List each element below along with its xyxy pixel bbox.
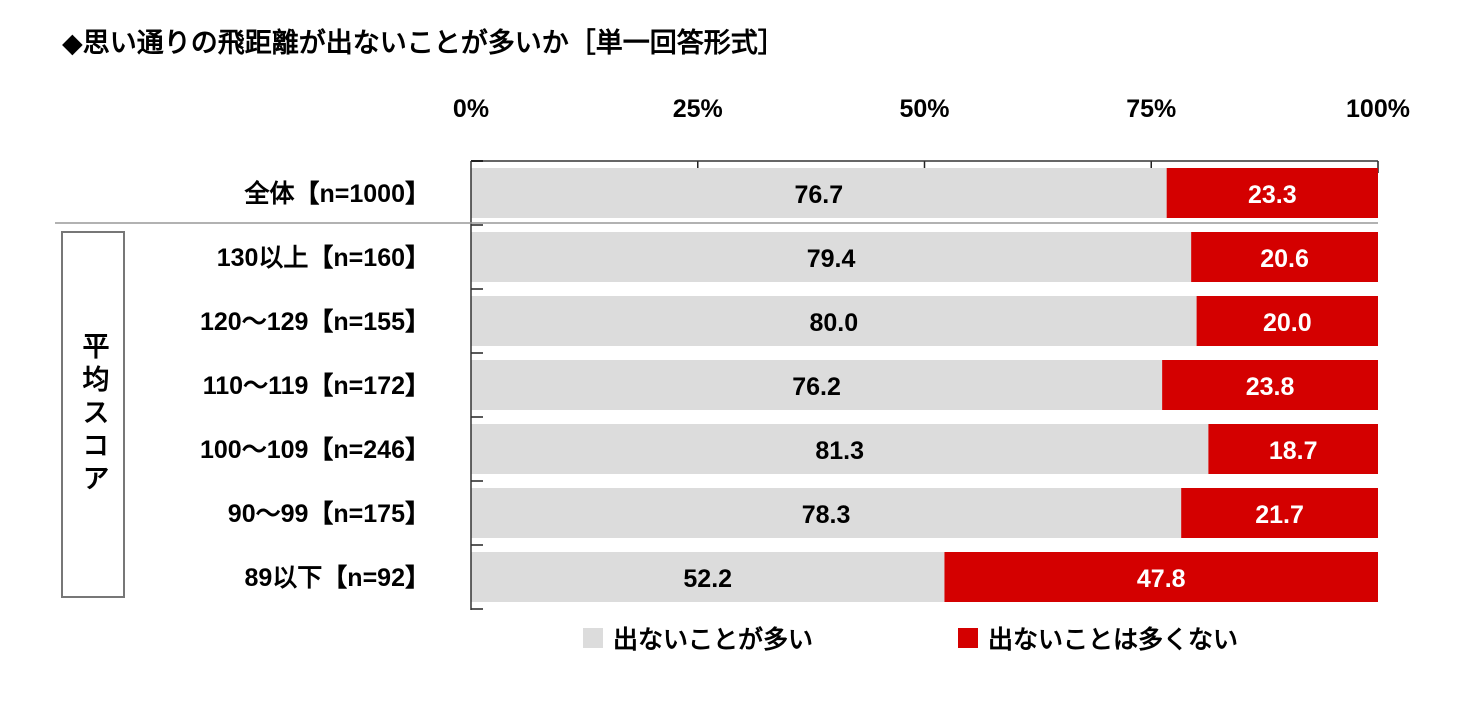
- row-label: 90～99【n=175】: [228, 500, 430, 528]
- data-label: 23.3: [1248, 181, 1297, 209]
- data-label: 18.7: [1269, 437, 1318, 465]
- data-label: 47.8: [1137, 565, 1186, 593]
- bar-segment: [1166, 168, 1378, 218]
- data-label: 21.7: [1255, 501, 1304, 529]
- x-tick-label: 75%: [1126, 95, 1176, 123]
- x-tick-label: 100%: [1346, 95, 1410, 123]
- data-label: 79.4: [807, 245, 856, 273]
- data-label: 80.0: [809, 309, 858, 337]
- legend-swatch: [958, 628, 978, 648]
- chart-title: ◆思い通りの飛距離が出ないことが多いか［単一回答形式］: [62, 27, 785, 58]
- bar-segment: [471, 296, 1197, 346]
- legend-label: 出ないことは多くない: [988, 626, 1238, 654]
- group-label-box: 平均スコア: [62, 232, 124, 597]
- data-label: 78.3: [802, 501, 851, 529]
- data-label: 23.8: [1246, 373, 1295, 401]
- row-label: 120～129【n=155】: [200, 308, 430, 336]
- legend-label: 出ないことが多い: [613, 625, 813, 654]
- bar-segment: [471, 232, 1192, 282]
- data-label: 76.2: [792, 373, 841, 401]
- data-label: 81.3: [815, 437, 864, 465]
- legend-swatch: [583, 628, 603, 648]
- bar-segment: [1196, 296, 1378, 346]
- row-label: 130以上【n=160】: [217, 244, 430, 272]
- bar-segment: [471, 488, 1182, 538]
- bar-segment: [471, 424, 1209, 474]
- data-label: 20.6: [1260, 245, 1309, 273]
- row-label: 110～119【n=172】: [203, 372, 430, 400]
- data-label: 76.7: [794, 181, 843, 209]
- data-label: 52.2: [683, 565, 732, 593]
- bar-segment: [1162, 360, 1378, 410]
- bar-segment: [1208, 424, 1378, 474]
- bar-segment: [1191, 232, 1378, 282]
- group-box: [61, 231, 125, 598]
- bar-segment: [471, 360, 1163, 410]
- row-label: 89以下【n=92】: [245, 564, 431, 592]
- bar-segment: [471, 168, 1167, 218]
- data-label: 20.0: [1263, 309, 1312, 337]
- bar-segment: [471, 552, 945, 602]
- bar-segment: [1181, 488, 1378, 538]
- row-label: 100～109【n=246】: [200, 436, 430, 464]
- bar-segment: [944, 552, 1378, 602]
- x-tick-label: 25%: [673, 95, 723, 123]
- group-label: 平均スコア: [78, 332, 109, 497]
- x-tick-label: 50%: [899, 95, 949, 123]
- row-label: 全体【n=1000】: [244, 179, 431, 208]
- x-tick-label: 0%: [453, 95, 489, 123]
